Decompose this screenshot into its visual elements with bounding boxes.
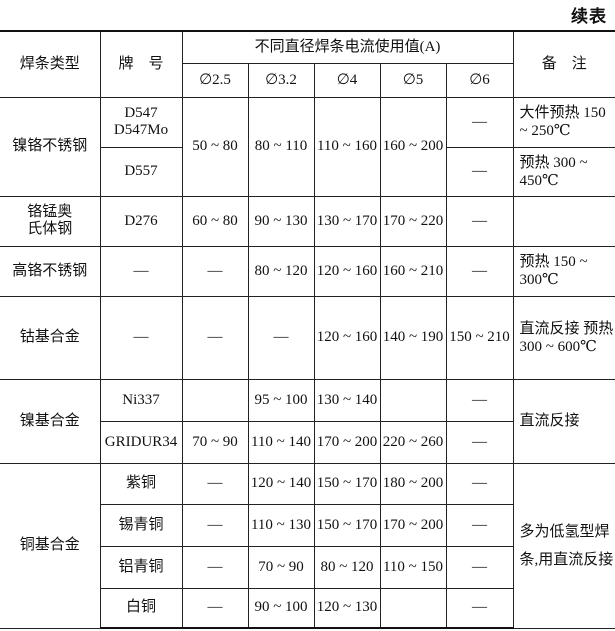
value-cell bbox=[379, 587, 447, 629]
table-row: 锡青铜 — 110 ~ 130 150 ~ 170 170 ~ 200 — bbox=[0, 503, 615, 547]
value-cell: 120 ~ 140 bbox=[247, 462, 315, 505]
brand-cell: 锡青铜 bbox=[100, 503, 183, 547]
value-cell: — bbox=[445, 378, 514, 422]
value-cell: — bbox=[445, 587, 513, 629]
value-cell: 130 ~ 170 bbox=[313, 195, 381, 247]
value-cell: — bbox=[445, 96, 514, 148]
notes-cell: 预热 150 ~ 300℃ bbox=[512, 245, 615, 297]
header-notes: 备 注 bbox=[512, 30, 615, 98]
value-cell: 160 ~ 200 bbox=[379, 96, 447, 197]
value-cell: — bbox=[181, 295, 249, 380]
type-cell: 铜基合金 bbox=[0, 462, 101, 629]
header-d32: ∅3.2 bbox=[247, 62, 315, 98]
brand-cell: — bbox=[99, 295, 183, 380]
value-cell: 60 ~ 80 bbox=[181, 195, 249, 247]
value-cell: — bbox=[445, 420, 513, 464]
brand-cell: D557 bbox=[100, 146, 183, 197]
table-row: 铝青铜 — 70 ~ 90 80 ~ 120 110 ~ 150 — bbox=[0, 545, 615, 589]
type-cell: 铬锰奥氏体钢 bbox=[0, 195, 101, 247]
value-cell: — bbox=[181, 503, 249, 547]
brand-cell: 铝青铜 bbox=[100, 545, 183, 589]
value-cell bbox=[379, 378, 447, 422]
value-cell: 110 ~ 130 bbox=[247, 503, 315, 547]
type-cell: 高铬不锈钢 bbox=[0, 245, 101, 297]
value-cell: — bbox=[445, 545, 513, 589]
value-cell: — bbox=[181, 587, 249, 629]
value-cell: — bbox=[445, 146, 514, 197]
value-cell: — bbox=[445, 195, 514, 247]
header-row: 焊条类型 牌 号 不同直径焊条电流使用值(A) 备 注 bbox=[0, 30, 615, 98]
value-cell: 70 ~ 90 bbox=[181, 420, 249, 464]
notes-cell bbox=[512, 195, 615, 247]
brand-cell: GRIDUR34 bbox=[100, 420, 183, 464]
type-cell: 镍基合金 bbox=[0, 378, 101, 464]
table-row: 镍铬不锈钢 D547 D547Mo 50 ~ 80 80 ~ 110 110 ~… bbox=[0, 96, 615, 197]
value-cell: 90 ~ 130 bbox=[247, 195, 315, 247]
table-row: 铜基合金 紫铜 — 120 ~ 140 150 ~ 170 180 ~ 200 … bbox=[0, 462, 615, 629]
value-cell: 110 ~ 140 bbox=[247, 420, 315, 464]
table-row: GRIDUR34 70 ~ 90 110 ~ 140 170 ~ 200 220… bbox=[0, 420, 615, 464]
value-cell: — bbox=[247, 295, 315, 380]
value-cell: — bbox=[181, 462, 249, 505]
value-cell: 70 ~ 90 bbox=[247, 545, 315, 589]
notes-cell: 多为低氢型焊条,用直流反接 bbox=[512, 462, 615, 629]
value-cell: — bbox=[181, 545, 249, 589]
value-cell: 80 ~ 120 bbox=[313, 545, 381, 589]
header-type: 焊条类型 bbox=[0, 30, 101, 98]
notes-cell: 直流反接 预热 300 ~ 600℃ bbox=[512, 295, 615, 380]
type-cell: 镍铬不锈钢 bbox=[0, 96, 101, 197]
welding-current-table: 焊条类型 牌 号 不同直径焊条电流使用值(A) 备 注 ∅2.5 ∅3.2 ∅4… bbox=[0, 30, 615, 629]
value-cell: 220 ~ 260 bbox=[379, 420, 447, 464]
value-cell: 50 ~ 80 bbox=[181, 96, 249, 197]
value-cell: 170 ~ 220 bbox=[379, 195, 447, 247]
value-cell: 110 ~ 160 bbox=[313, 96, 381, 197]
value-cell: — bbox=[445, 503, 513, 547]
value-cell: 120 ~ 160 bbox=[313, 295, 381, 380]
value-cell: 180 ~ 200 bbox=[379, 462, 447, 505]
type-cell: 钴基合金 bbox=[0, 295, 101, 380]
header-current-group: 不同直径焊条电流使用值(A) bbox=[181, 30, 514, 64]
table-row: D557 — 预热 300 ~ 450℃ bbox=[0, 146, 615, 197]
value-cell: 80 ~ 120 bbox=[247, 245, 315, 297]
value-cell: — bbox=[181, 245, 249, 297]
notes-cell: 预热 300 ~ 450℃ bbox=[512, 146, 615, 197]
brand-cell: 白铜 bbox=[100, 587, 183, 629]
brand-cell: Ni337 bbox=[99, 378, 183, 422]
value-cell: — bbox=[445, 245, 514, 297]
value-cell: 150 ~ 210 bbox=[445, 295, 514, 380]
value-cell: 120 ~ 130 bbox=[313, 587, 381, 629]
header-brand: 牌 号 bbox=[99, 30, 183, 98]
header-d4: ∅4 bbox=[313, 62, 381, 98]
value-cell: 80 ~ 110 bbox=[247, 96, 315, 197]
value-cell bbox=[181, 378, 249, 422]
value-cell: 170 ~ 200 bbox=[379, 503, 447, 547]
value-cell: 150 ~ 170 bbox=[313, 462, 381, 505]
header-d25: ∅2.5 bbox=[182, 62, 249, 98]
notes-cell: 直流反接 bbox=[512, 378, 615, 464]
value-cell: 120 ~ 160 bbox=[313, 245, 381, 297]
table-row: 钴基合金 — — — 120 ~ 160 140 ~ 190 150 ~ 210… bbox=[0, 295, 615, 380]
brand-cell: — bbox=[99, 245, 183, 297]
header-d5: ∅5 bbox=[379, 62, 447, 98]
value-cell: 170 ~ 200 bbox=[313, 420, 381, 464]
value-cell: 160 ~ 210 bbox=[379, 245, 447, 297]
notes-cell: 大件预热 150 ~ 250℃ bbox=[512, 96, 615, 148]
table-row: 白铜 — 90 ~ 100 120 ~ 130 — bbox=[0, 587, 615, 629]
value-cell: 95 ~ 100 bbox=[247, 378, 315, 422]
value-cell: 130 ~ 140 bbox=[313, 378, 381, 422]
brand-cell: D547 D547Mo bbox=[99, 96, 183, 148]
brand-cell: 紫铜 bbox=[99, 462, 183, 505]
value-cell: 140 ~ 190 bbox=[379, 295, 447, 380]
header-d6: ∅6 bbox=[445, 62, 513, 98]
table-row: 镍基合金 Ni337 95 ~ 100 130 ~ 140 — 直流反接 bbox=[0, 378, 615, 464]
table-caption: 续表 bbox=[571, 7, 607, 26]
value-cell: — bbox=[445, 462, 514, 505]
table-row: 高铬不锈钢 — — 80 ~ 120 120 ~ 160 160 ~ 210 —… bbox=[0, 245, 615, 297]
table-row: 铬锰奥氏体钢 D276 60 ~ 80 90 ~ 130 130 ~ 170 1… bbox=[0, 195, 615, 247]
value-cell: 90 ~ 100 bbox=[247, 587, 315, 629]
value-cell: 110 ~ 150 bbox=[379, 545, 447, 589]
brand-cell: D276 bbox=[99, 195, 183, 247]
value-cell: 150 ~ 170 bbox=[313, 503, 381, 547]
